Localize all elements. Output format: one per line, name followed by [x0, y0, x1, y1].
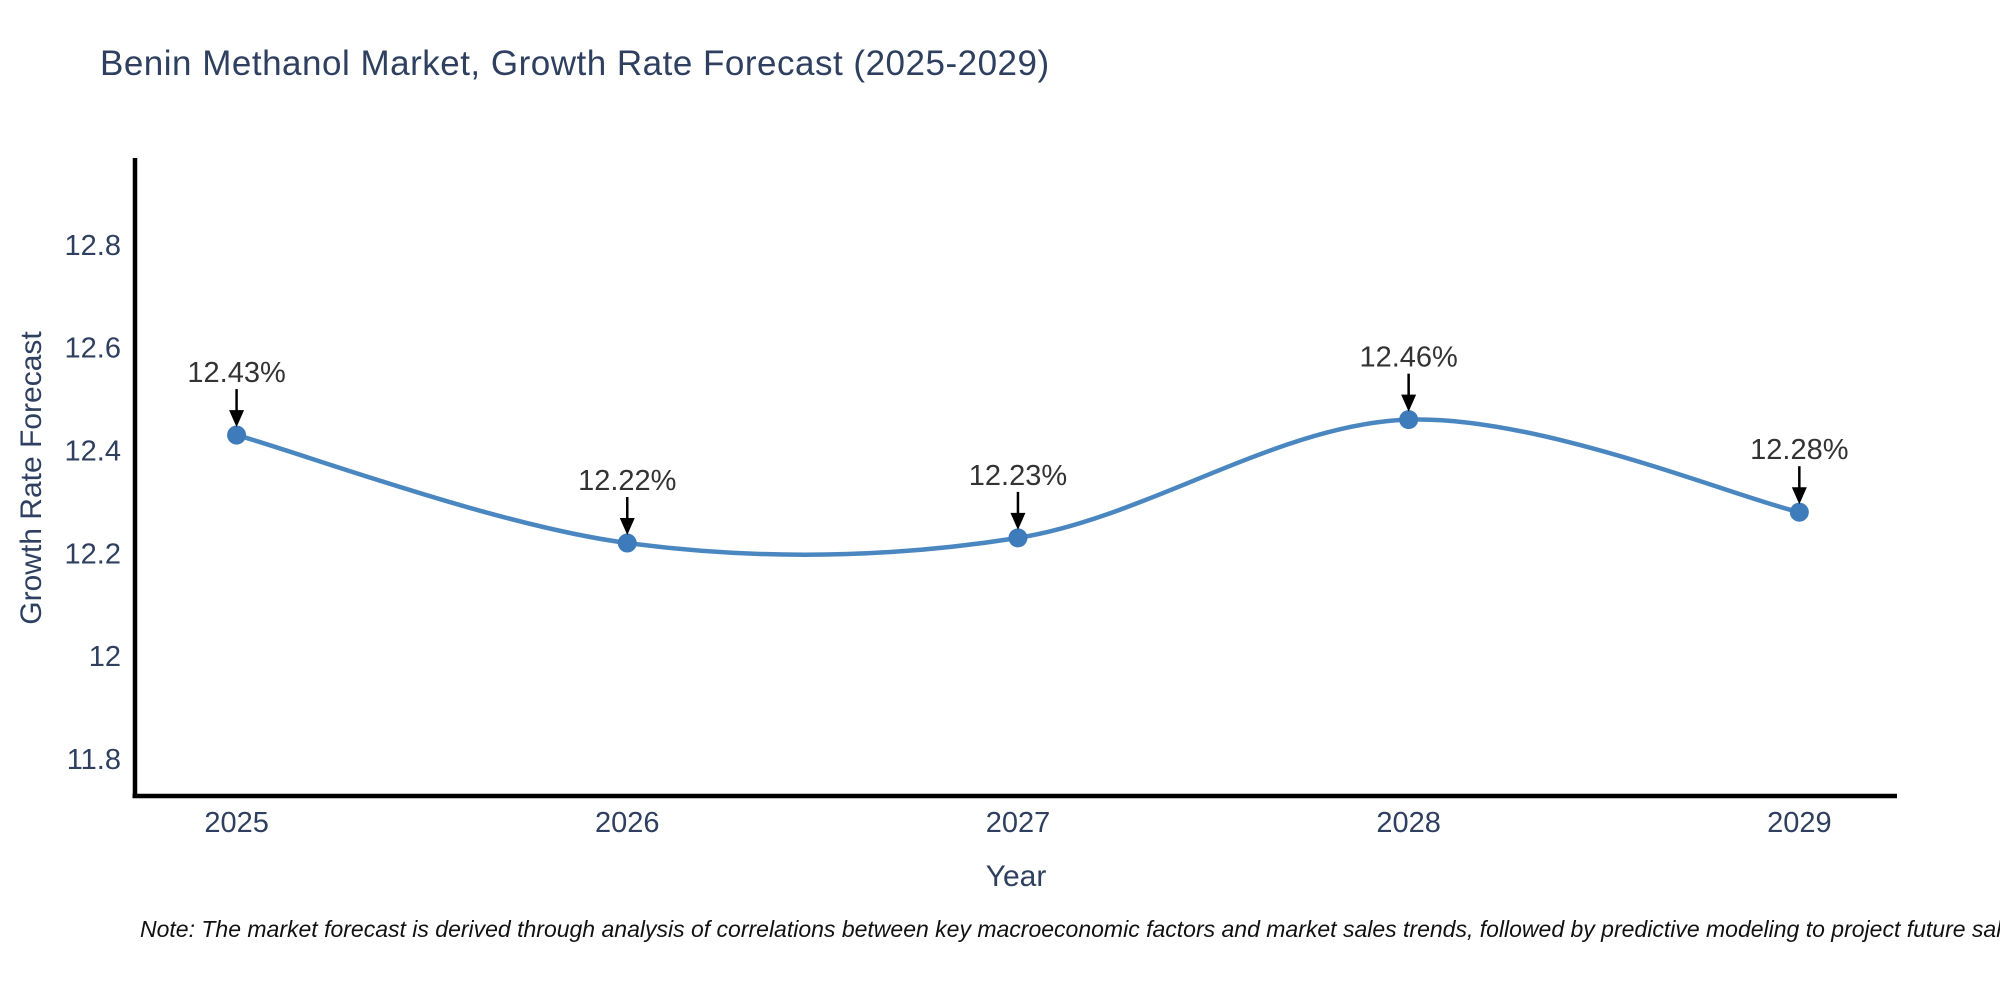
y-tick-label: 12.6	[65, 333, 121, 365]
data-point-marker	[1789, 502, 1809, 522]
chart-title: Benin Methanol Market, Growth Rate Forec…	[100, 44, 1050, 83]
annotation-arrowhead-icon	[1791, 487, 1807, 505]
annotation-arrowhead-icon	[619, 518, 635, 536]
point-value-label: 12.28%	[1750, 434, 1848, 466]
y-tick-label: 12.2	[65, 538, 121, 570]
data-point-marker	[227, 425, 247, 445]
x-axis-title: Year	[985, 860, 1047, 893]
point-value-label: 12.22%	[578, 465, 676, 497]
x-tick-label: 2026	[595, 807, 660, 839]
y-tick-label: 12.8	[65, 230, 121, 262]
data-point-marker	[1399, 410, 1419, 430]
annotation-arrowhead-icon	[1401, 394, 1417, 412]
annotations-layer: 12.43% 12.22% 12.23% 12.46% 12.28%	[187, 342, 1849, 536]
y-tick-label: 12.4	[65, 435, 121, 467]
data-point-marker	[1008, 528, 1028, 548]
x-tick-label: 2028	[1376, 807, 1441, 839]
series-layer	[227, 410, 1809, 557]
point-value-label: 12.46%	[1359, 342, 1457, 374]
x-tick-label: 2025	[204, 807, 269, 839]
y-axis-title: Growth Rate Forecast	[15, 331, 48, 625]
point-value-label: 12.43%	[187, 357, 285, 389]
annotation-arrowhead-icon	[1010, 512, 1026, 530]
x-tick-label: 2027	[986, 807, 1051, 839]
data-point-marker	[617, 533, 637, 553]
axes-layer	[132, 158, 1897, 799]
annotation-arrowhead-icon	[229, 410, 245, 428]
footnote: Note: The market forecast is derived thr…	[140, 916, 2000, 942]
point-value-label: 12.23%	[969, 460, 1067, 492]
x-tick-label: 2029	[1767, 807, 1832, 839]
footnote-container: Note: The market forecast is derived thr…	[0, 916, 2000, 943]
y-tick-label: 12	[89, 641, 121, 673]
tick-labels-layer: 11.8 12 12.2 12.4 12.6 12.8 2025 2026 2027 2028 20…	[65, 230, 1832, 839]
y-tick-label: 11.8	[67, 744, 121, 776]
